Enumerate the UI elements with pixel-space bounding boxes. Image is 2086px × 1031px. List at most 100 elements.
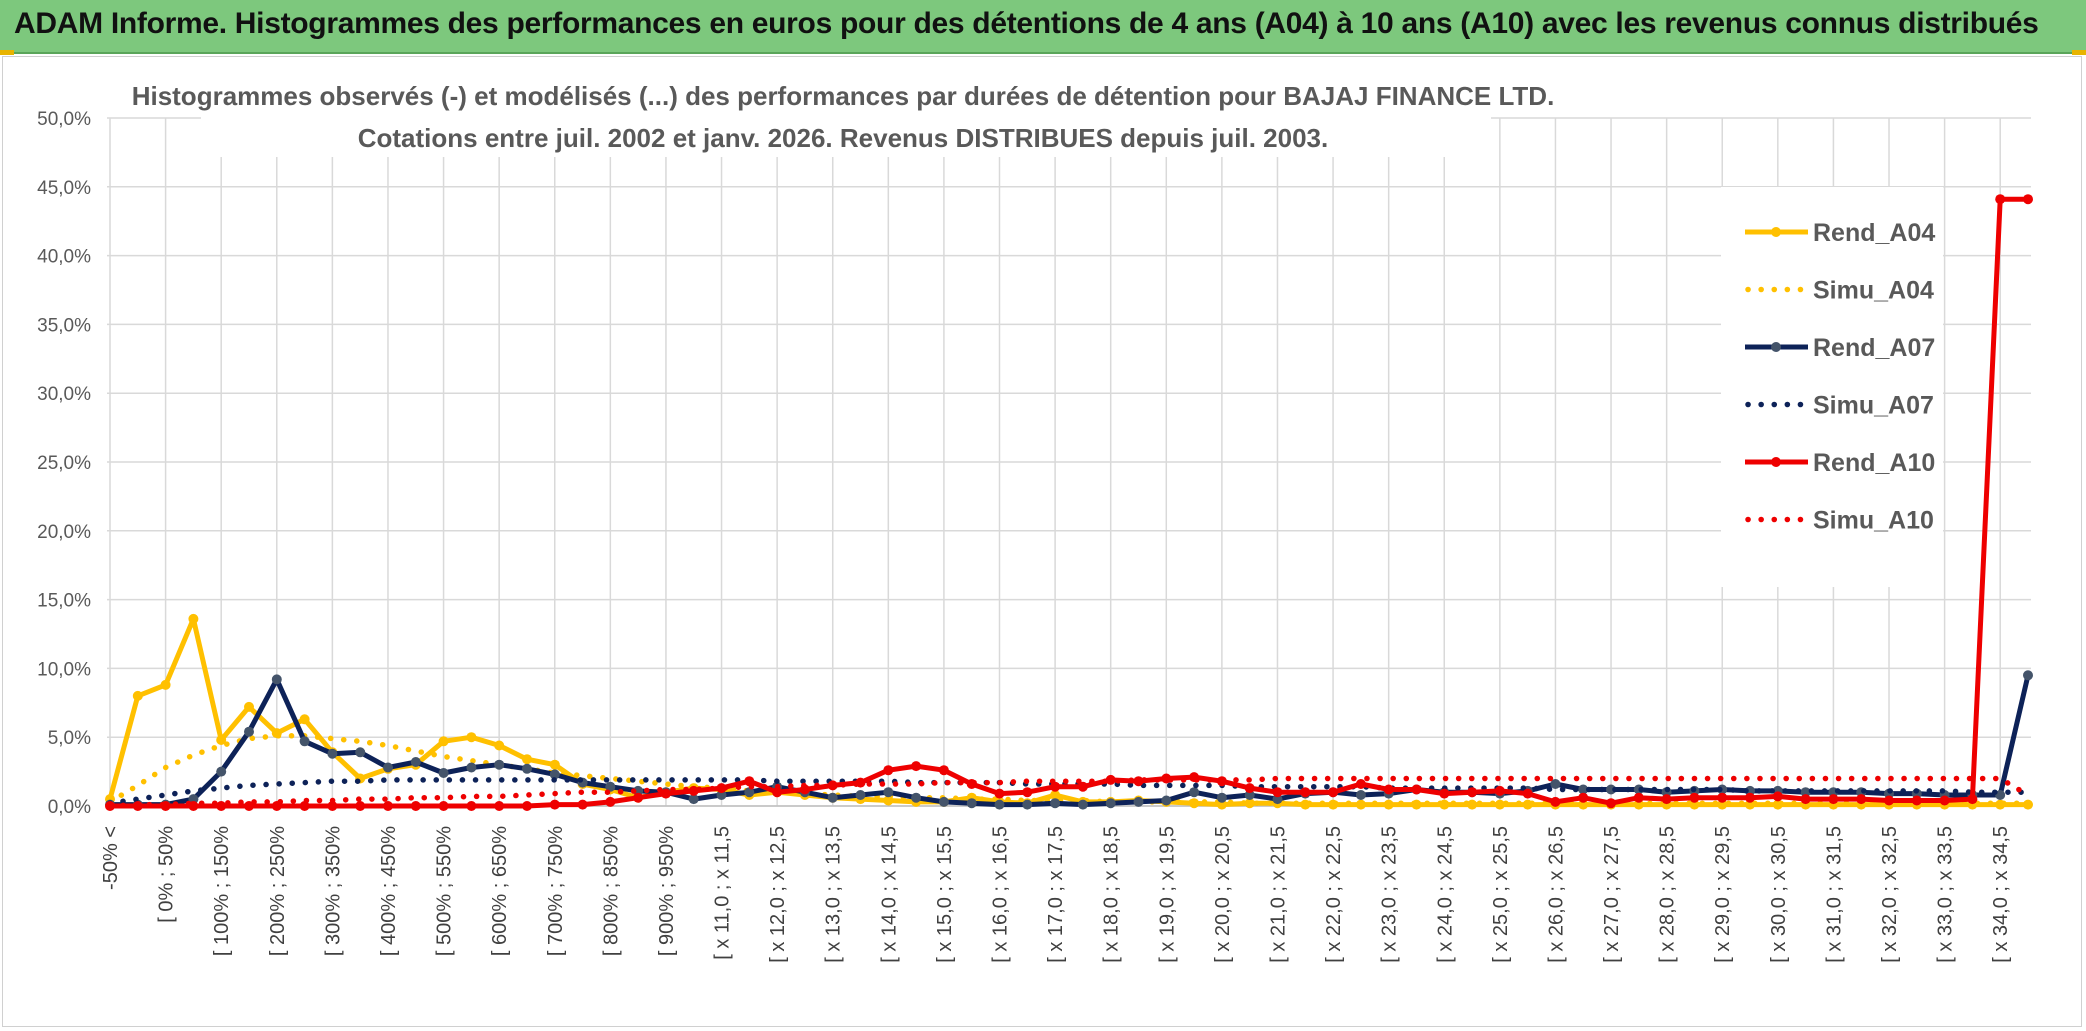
line-Rend_A10: [110, 196, 2028, 809]
point-Rend_A04: [1050, 790, 1061, 800]
x-tick-label: [ x 19,0 ; x 19,5: [1156, 826, 1178, 963]
x-tick-label: [ x 33,0 ; x 33,5: [1935, 826, 1957, 963]
point-Rend_A07: [2023, 670, 2033, 681]
point-Rend_A10: [688, 785, 699, 796]
y-tick-label: 40,0%: [37, 247, 91, 268]
legend-label: Simu_A07: [1813, 392, 1934, 420]
y-tick-label: 30,0%: [37, 384, 91, 405]
legend-item-Simu_A10: Simu_A10: [1745, 507, 1934, 535]
point-Rend_A04: [1689, 799, 1700, 810]
x-tick-label: [ x 17,0 ; x 17,5: [1045, 826, 1067, 963]
point-Rend_A10: [605, 796, 616, 807]
legend-box: [1721, 187, 1943, 587]
report-banner: ADAM Informe. Histogrammes des performan…: [0, 0, 2086, 54]
x-tick-label: [ x 30,0 ; x 30,5: [1768, 826, 1790, 963]
x-tick-label: [ 100% ; 150%: [211, 826, 233, 956]
point-Rend_A10: [2023, 194, 2033, 205]
point-Rend_A07: [522, 763, 532, 774]
legend-label: Simu_A04: [1813, 277, 1934, 305]
point-Rend_A04: [2023, 799, 2033, 810]
point-Rend_A07: [188, 794, 199, 805]
point-Rend_A04: [160, 679, 171, 690]
x-tick-label: [ 900% ; 950%: [656, 826, 678, 956]
x-tick-label: [ x 24,0 ; x 24,5: [1434, 826, 1456, 963]
x-tick-label: [ 300% ; 350%: [322, 826, 344, 956]
point-Rend_A07: [1189, 787, 1200, 798]
x-tick-label: -50% <: [100, 826, 122, 890]
point-Rend_A10: [1856, 794, 1867, 805]
y-tick-label: 15,0%: [37, 591, 91, 612]
histogram-chart: 0,0% 5,0% 10,0% 15,0% 20,0% 25,0% 30,0% 35,0% 40…: [37, 57, 2033, 963]
point-Rend_A07: [938, 796, 949, 807]
point-Rend_A04: [132, 690, 143, 701]
point-Rend_A10: [549, 799, 560, 810]
x-tick-label: [ x 22,0 ; x 22,5: [1323, 826, 1345, 963]
point-Rend_A10: [1133, 776, 1144, 787]
legend-label: Rend_A04: [1813, 219, 1935, 247]
point-Rend_A04: [1244, 798, 1255, 809]
y-tick-label: 50,0%: [37, 109, 91, 130]
x-tick-label: [ x 20,0 ; x 20,5: [1212, 826, 1234, 963]
point-Rend_A07: [966, 798, 977, 809]
point-Rend_A10: [494, 801, 505, 811]
legend-item-Rend_A04: Rend_A04: [1745, 219, 1935, 247]
point-Rend_A10: [1745, 792, 1755, 803]
banner-accent-left: [0, 50, 14, 55]
x-tick-label: [ x 12,0 ; x 12,5: [767, 826, 789, 963]
point-Rend_A10: [244, 801, 254, 811]
point-Rend_A10: [1606, 798, 1616, 809]
point-Rend_A10: [438, 801, 449, 811]
point-Rend_A10: [216, 801, 227, 811]
title-background: [201, 57, 1491, 157]
point-Rend_A07: [855, 790, 866, 800]
point-Rend_A10: [1939, 795, 1950, 806]
point-Rend_A10: [1661, 794, 1672, 805]
x-tick-label: [ x 31,0 ; x 31,5: [1823, 826, 1845, 963]
point-Rend_A07: [883, 787, 894, 798]
point-Rend_A04: [216, 735, 227, 745]
legend-item-Rend_A10: Rend_A10: [1745, 449, 1935, 477]
point-Rend_A07: [1077, 799, 1088, 810]
x-tick-label: [ x 27,0 ; x 27,5: [1601, 826, 1623, 963]
point-Rend_A10: [1272, 787, 1283, 798]
x-tick-label: [ 800% ; 850%: [600, 826, 622, 956]
point-Rend_A07: [1800, 787, 1811, 798]
point-Rend_A10: [355, 801, 366, 811]
point-Rend_A07: [1355, 790, 1366, 800]
legend-label: Rend_A10: [1813, 449, 1935, 477]
point-Rend_A07: [1161, 795, 1172, 806]
point-Rend_A10: [1689, 792, 1700, 803]
y-tick-label: 20,0%: [37, 522, 91, 543]
point-Rend_A10: [1244, 783, 1255, 794]
point-Rend_A07: [1578, 784, 1589, 795]
legend-marker: [1771, 342, 1781, 352]
point-Rend_A10: [577, 799, 588, 810]
x-tick-label: [ x 25,0 ; x 25,5: [1490, 826, 1512, 963]
chart-title-line1: Histogrammes observés (-) et modélisés (…: [132, 81, 1555, 111]
point-Rend_A10: [938, 765, 949, 776]
point-Rend_A07: [1022, 799, 1033, 810]
point-Rend_A10: [410, 801, 421, 811]
legend-marker: [1771, 457, 1781, 467]
y-tick-label: 45,0%: [37, 178, 91, 199]
point-Rend_A10: [383, 801, 393, 811]
point-Rend_A10: [1967, 794, 1978, 805]
point-Rend_A10: [1800, 794, 1811, 805]
point-Rend_A07: [299, 736, 310, 747]
point-Rend_A10: [1578, 792, 1589, 803]
point-Rend_A07: [1105, 798, 1116, 809]
y-tick-label: 5,0%: [48, 728, 91, 749]
point-Rend_A07: [549, 769, 560, 780]
point-Rend_A07: [1550, 779, 1561, 789]
point-Rend_A07: [383, 762, 393, 773]
legend-item-Simu_A04: Simu_A04: [1745, 277, 1934, 305]
x-tick-label: [ x 28,0 ; x 28,5: [1657, 826, 1679, 963]
point-Rend_A10: [660, 788, 671, 799]
x-axis: -50% < [ 0% ; 50% [ 100% ; 150% [ 200% ; 25…: [100, 805, 2031, 963]
point-Rend_A10: [1050, 781, 1061, 792]
point-Rend_A10: [1411, 784, 1422, 795]
series-Simu_A10: [107, 775, 2031, 809]
y-tick-label: 25,0%: [37, 453, 91, 474]
point-Rend_A07: [1995, 790, 2006, 800]
point-Rend_A10: [1550, 796, 1561, 807]
